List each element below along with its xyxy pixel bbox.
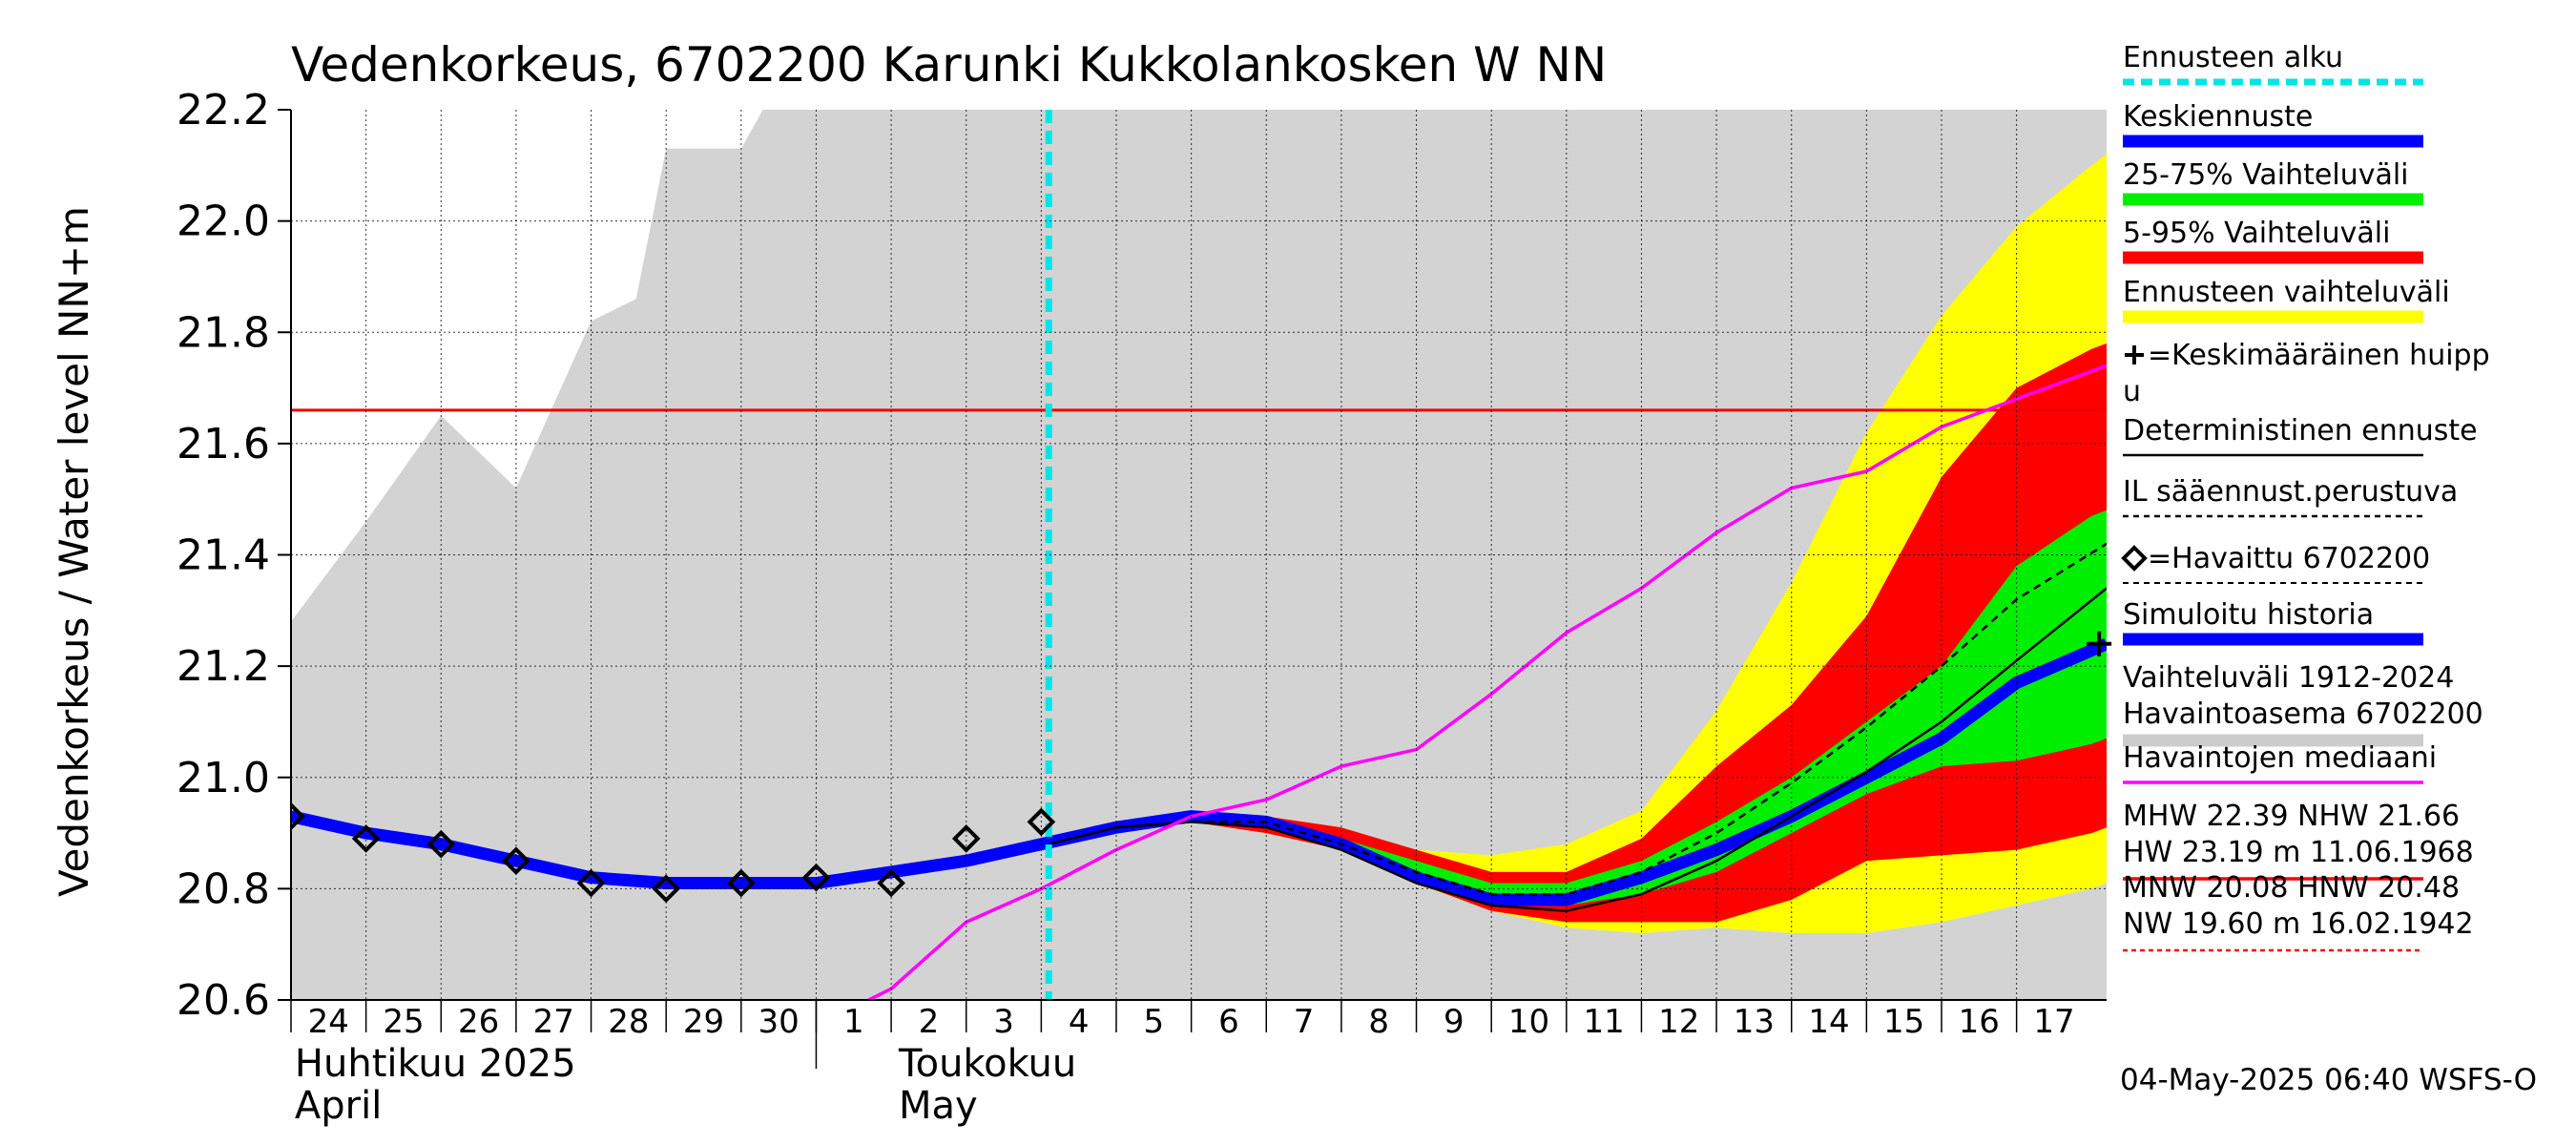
y-tick-label: 20.8 [177, 864, 270, 913]
x-tick-label: 11 [1584, 1003, 1625, 1041]
weather-forecast-line [1048, 542, 2107, 896]
x-tick-label: 24 [308, 1003, 349, 1041]
legend-label: Vaihteluväli 1912-2024 [2123, 661, 2454, 695]
x-tick-label: 6 [1218, 1003, 1239, 1041]
legend-label: Havaintojen mediaani [2123, 741, 2437, 775]
legend-label: MHW 22.39 NHW 21.66 [2123, 800, 2460, 833]
x-tick-label: 30 [758, 1003, 800, 1041]
y-tick-label: 21.8 [177, 308, 270, 357]
observed-point [652, 874, 681, 904]
legend-label: Keskiennuste [2123, 100, 2313, 134]
x-tick-label: 7 [1294, 1003, 1315, 1041]
x-tick-label: 8 [1368, 1003, 1389, 1041]
legend-label: MNW 20.08 HNW 20.48 [2123, 871, 2460, 905]
x-tick-label: 2 [919, 1003, 940, 1041]
observed-point [877, 868, 905, 898]
month-label-fi: Toukokuu [898, 1042, 1076, 1086]
chart-title: Vedenkorkeus, 6702200 Karunki Kukkolanko… [291, 37, 1607, 93]
legend-item: Ennusteen alku [2123, 41, 2423, 86]
x-tick-label: 1 [843, 1003, 864, 1041]
legend-item: Ennusteen vaihteluväli [2123, 276, 2450, 323]
observed-points [291, 802, 1056, 904]
legend-label: Ennusteen vaihteluväli [2123, 276, 2450, 309]
x-tick-label: 10 [1508, 1003, 1549, 1041]
y-tick-label: 22.2 [177, 86, 270, 135]
x-tick-label: 5 [1143, 1003, 1164, 1041]
grid-lines [291, 110, 2107, 1000]
x-tick-label: 29 [683, 1003, 724, 1041]
legend-label: IL sääennust.perustuva [2123, 475, 2458, 509]
legend-item: =Havaittu 6702200 [2121, 542, 2430, 584]
x-tick-label: 27 [533, 1003, 574, 1041]
observed-point [502, 846, 530, 876]
y-tick-label: 21.6 [177, 420, 270, 468]
x-tick-label: 12 [1658, 1003, 1699, 1041]
legend-item: 25-75% Vaihteluväli [2123, 158, 2423, 206]
legend-item: IL sääennust.perustuva [2123, 475, 2458, 518]
deterministic-forecast-line [1048, 587, 2107, 912]
legend-label: 25-75% Vaihteluväli [2123, 158, 2409, 192]
legend-label: HW 23.19 m 11.06.1968 [2123, 836, 2474, 869]
y-tick-label: 21.2 [177, 642, 270, 691]
legend-label: NW 19.60 m 16.02.1942 [2123, 907, 2474, 941]
x-tick-label: 13 [1734, 1003, 1775, 1041]
legend-label: =Havaittu 6702200 [2148, 542, 2430, 575]
y-tick-label: 21.0 [177, 754, 270, 802]
plot-clip-group [291, 110, 2107, 1000]
plot-area [291, 110, 2112, 1000]
y-tick-label: 21.4 [177, 531, 270, 580]
observed-point [291, 802, 305, 831]
legend-item: Vaihteluväli 1912-2024 Havaintoasema 670… [2123, 661, 2483, 747]
observed-point [726, 868, 756, 898]
timestamp-footer: 04-May-2025 06:40 WSFS-O [2120, 1063, 2537, 1097]
x-tick-label: 3 [993, 1003, 1014, 1041]
mean-peak-marker [2087, 631, 2112, 656]
x-tick-label: 26 [458, 1003, 499, 1041]
month-label-fi: Huhtikuu 2025 [295, 1042, 576, 1086]
observed-point [1027, 807, 1056, 837]
x-tick-label: 16 [1959, 1003, 2000, 1041]
legend-label: u [2123, 375, 2141, 408]
x-tick-label: 4 [1069, 1003, 1090, 1041]
legend-label: =Keskimääräinen huipp [2148, 339, 2490, 372]
legend-diamond-icon [2121, 545, 2148, 572]
x-tick-label: 9 [1444, 1003, 1465, 1041]
y-axis-label: Vedenkorkeus / Water level NN+m [51, 206, 97, 897]
legend-label: Ennusteen alku [2123, 41, 2343, 74]
month-label-en: April [295, 1084, 382, 1128]
legend-label: Simuloitu historia [2123, 598, 2374, 632]
legend-item: Havaintojen mediaani [2123, 741, 2437, 784]
legend-item: 5-95% Vaihteluväli [2123, 217, 2423, 264]
legend-item: Keskiennuste [2123, 100, 2423, 148]
legend: Ennusteen alku Keskiennuste 25-75% Vaihtel… [2121, 41, 2490, 952]
x-tick-label: 25 [383, 1003, 424, 1041]
x-tick-label: 14 [1808, 1003, 1849, 1041]
observed-point [576, 868, 606, 898]
band-25-75 [1049, 510, 2107, 906]
axes: 20.620.821.021.221.421.621.822.022.224 25… [177, 86, 2107, 1128]
legend-label: Deterministinen ennuste [2123, 414, 2478, 448]
observed-median-line [864, 364, 2107, 1000]
legend-item: Simuloitu historia [2123, 598, 2423, 646]
legend-cross-icon [2125, 345, 2144, 364]
x-tick-label: 17 [2033, 1003, 2074, 1041]
month-label-en: May [899, 1084, 978, 1128]
x-tick-label: 28 [608, 1003, 649, 1041]
legend-item: Deterministinen ennuste [2123, 414, 2478, 457]
legend-label: Havaintoasema 6702200 [2123, 697, 2483, 731]
x-tick-label: 15 [1883, 1003, 1924, 1041]
y-tick-label: 20.6 [177, 976, 270, 1025]
y-tick-label: 22.0 [177, 198, 270, 246]
legend-label: 5-95% Vaihteluväli [2123, 217, 2390, 250]
